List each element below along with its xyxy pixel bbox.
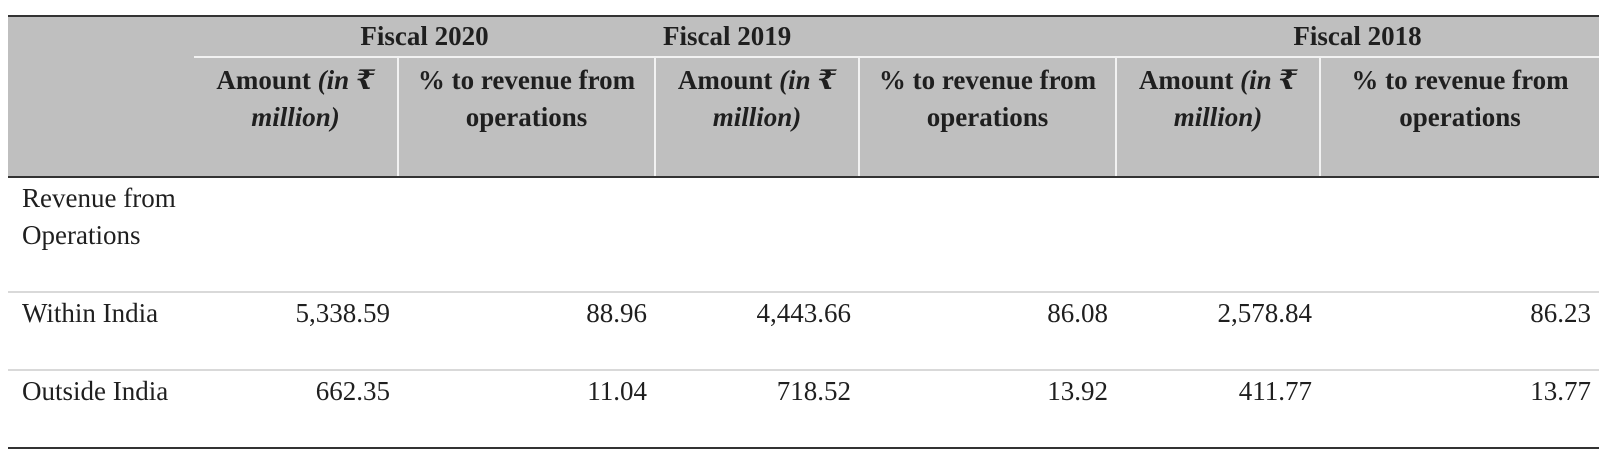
header-amount-unit: (in ₹ million) xyxy=(251,65,375,132)
table-row-outside-india: Outside India 662.35 11.04 718.52 13.92 … xyxy=(8,369,1599,449)
cell-pct-2020: 11.04 xyxy=(398,369,655,449)
cell-amount-2019: 718.52 xyxy=(655,369,859,449)
row-label-revenue-from-operations: Revenue from Operations xyxy=(22,183,176,250)
header-pct-2018: % to revenue from operations xyxy=(1319,57,1599,178)
header-corner xyxy=(8,15,194,57)
header-row-columns: Amount (in ₹ million) % to revenue from … xyxy=(8,57,1599,178)
header-amount-2020: Amount (in ₹ million) xyxy=(194,57,398,178)
cell-pct-2018: 86.23 xyxy=(1320,291,1599,370)
row-label: Outside India xyxy=(8,369,194,449)
header-amount-2019: Amount (in ₹ million) xyxy=(654,57,859,178)
row-label: Within India xyxy=(8,291,194,370)
header-pct-2020: % to revenue from operations xyxy=(397,57,655,178)
cell-amount-2018: 2,578.84 xyxy=(1116,291,1320,370)
cell-pct-2019: 86.08 xyxy=(859,291,1116,370)
header-amount-unit: (in ₹ million) xyxy=(1173,65,1298,132)
header-amount-label: Amount xyxy=(1138,65,1241,95)
cell-amount-2018: 411.77 xyxy=(1116,369,1320,449)
header-amount-unit: (in ₹ million) xyxy=(712,65,837,132)
cell-amount-2019: 4,443.66 xyxy=(655,291,859,370)
header-amount-label: Amount xyxy=(216,65,318,95)
table-row-group: Revenue from Operations xyxy=(8,177,1599,292)
table-row-within-india: Within India 5,338.59 88.96 4,443.66 86.… xyxy=(8,291,1599,370)
header-row-years: Fiscal 2020 Fiscal 2019 Fiscal 2018 xyxy=(8,15,1599,58)
cell-amount-2020: 5,338.59 xyxy=(194,291,398,370)
header-pct-2019: % to revenue from operations xyxy=(858,57,1116,178)
header-amount-label: Amount xyxy=(677,65,780,95)
cell-pct-2018: 13.77 xyxy=(1320,369,1599,449)
header-fiscal-2020: Fiscal 2020 xyxy=(194,15,655,58)
table-body: Revenue from Operations Within India 5,3… xyxy=(8,177,1599,449)
cell-amount-2020: 662.35 xyxy=(194,369,398,449)
header-corner-2 xyxy=(8,57,194,178)
header-amount-2018: Amount (in ₹ million) xyxy=(1115,57,1320,178)
cell-pct-2020: 88.96 xyxy=(398,291,655,370)
table-header: Fiscal 2020 Fiscal 2019 Fiscal 2018 Amou… xyxy=(8,15,1599,178)
header-fiscal-2019: Fiscal 2019 xyxy=(655,15,1116,58)
header-fiscal-2018: Fiscal 2018 xyxy=(1116,15,1599,58)
revenue-table: Fiscal 2020 Fiscal 2019 Fiscal 2018 Amou… xyxy=(8,15,1599,449)
cell-pct-2019: 13.92 xyxy=(859,369,1116,449)
